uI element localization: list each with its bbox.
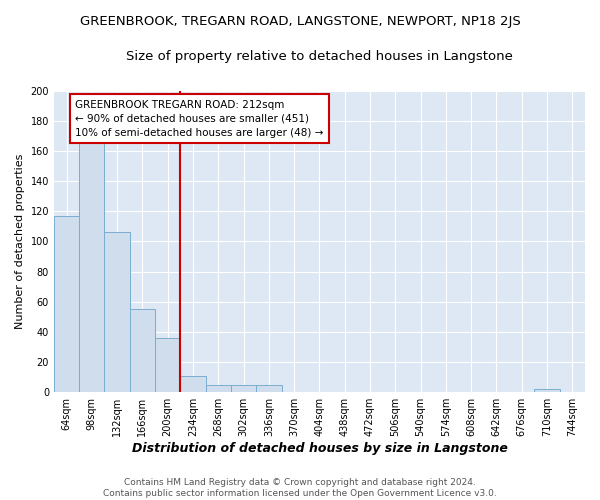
Bar (206, 384, 231, 392)
Y-axis label: Number of detached properties: Number of detached properties (15, 154, 25, 329)
Text: GREENBROOK TREGARN ROAD: 212sqm
← 90% of detached houses are smaller (451)
10% o: GREENBROOK TREGARN ROAD: 212sqm ← 90% of… (75, 100, 323, 138)
Bar (79, 144, 104, 392)
Bar (535, 389, 560, 392)
Text: GREENBROOK, TREGARN ROAD, LANGSTONE, NEWPORT, NP18 2JS: GREENBROOK, TREGARN ROAD, LANGSTONE, NEW… (80, 15, 520, 28)
Text: Contains HM Land Registry data © Crown copyright and database right 2024.
Contai: Contains HM Land Registry data © Crown c… (103, 478, 497, 498)
Bar (181, 376, 206, 392)
Bar (231, 384, 256, 392)
Bar (130, 310, 155, 392)
Bar (104, 232, 130, 392)
Bar (54, 216, 79, 392)
Bar (256, 384, 281, 392)
Bar (155, 338, 181, 392)
Title: Size of property relative to detached houses in Langstone: Size of property relative to detached ho… (126, 50, 513, 63)
X-axis label: Distribution of detached houses by size in Langstone: Distribution of detached houses by size … (131, 442, 508, 455)
